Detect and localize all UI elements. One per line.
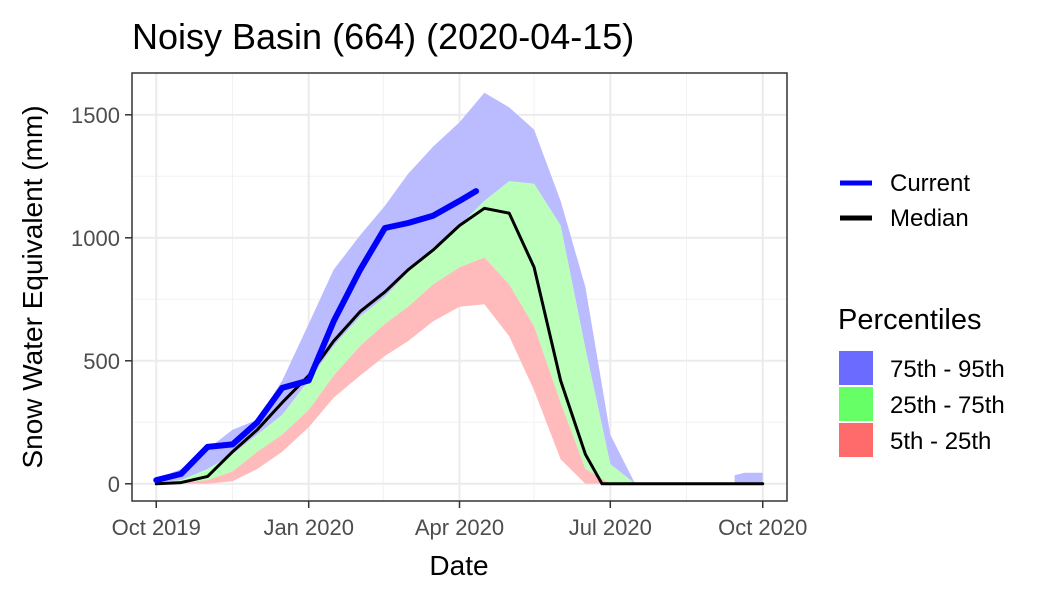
legend-label-25-75: 25th - 75th bbox=[890, 392, 1005, 419]
legend-title-percentiles: Percentiles bbox=[838, 304, 981, 336]
x-tick-label: Apr 2020 bbox=[415, 515, 504, 540]
x-tick-label: Jul 2020 bbox=[569, 515, 652, 540]
legend-key-75-95 bbox=[839, 351, 873, 385]
legend-key-5-25 bbox=[839, 423, 873, 457]
band-2 bbox=[156, 257, 763, 484]
x-axis: Oct 2019 Jan 2020 Apr 2020 Jul 2020 Oct 2020 bbox=[112, 501, 807, 540]
y-axis: 0 500 1000 1500 bbox=[71, 103, 132, 497]
y-tick-label: 1000 bbox=[71, 226, 120, 251]
chart-title: Noisy Basin (664) (2020-04-15) bbox=[132, 16, 634, 57]
legend: Current Median Percentiles 75th - 95th 2… bbox=[838, 170, 1005, 457]
series-line-current bbox=[153, 188, 480, 484]
band-1 bbox=[156, 181, 763, 484]
legend-label-median: Median bbox=[890, 205, 969, 232]
y-tick-label: 500 bbox=[83, 349, 120, 374]
x-tick-label: Jan 2020 bbox=[263, 515, 354, 540]
x-axis-title: Date bbox=[429, 550, 488, 581]
x-tick-label: Oct 2019 bbox=[112, 515, 201, 540]
legend-label-current: Current bbox=[890, 170, 970, 197]
legend-label-75-95: 75th - 95th bbox=[890, 356, 1005, 383]
legend-key-25-75 bbox=[839, 387, 873, 421]
legend-label-5-25: 5th - 25th bbox=[890, 428, 991, 455]
series-lines bbox=[153, 188, 765, 486]
y-axis-title: Snow Water Equivalent (mm) bbox=[17, 105, 48, 468]
y-tick-label: 0 bbox=[108, 472, 120, 497]
band-late-tail bbox=[734, 472, 763, 484]
y-tick-label: 1500 bbox=[71, 103, 120, 128]
x-tick-label: Oct 2020 bbox=[718, 515, 807, 540]
series-line-median bbox=[154, 206, 765, 486]
